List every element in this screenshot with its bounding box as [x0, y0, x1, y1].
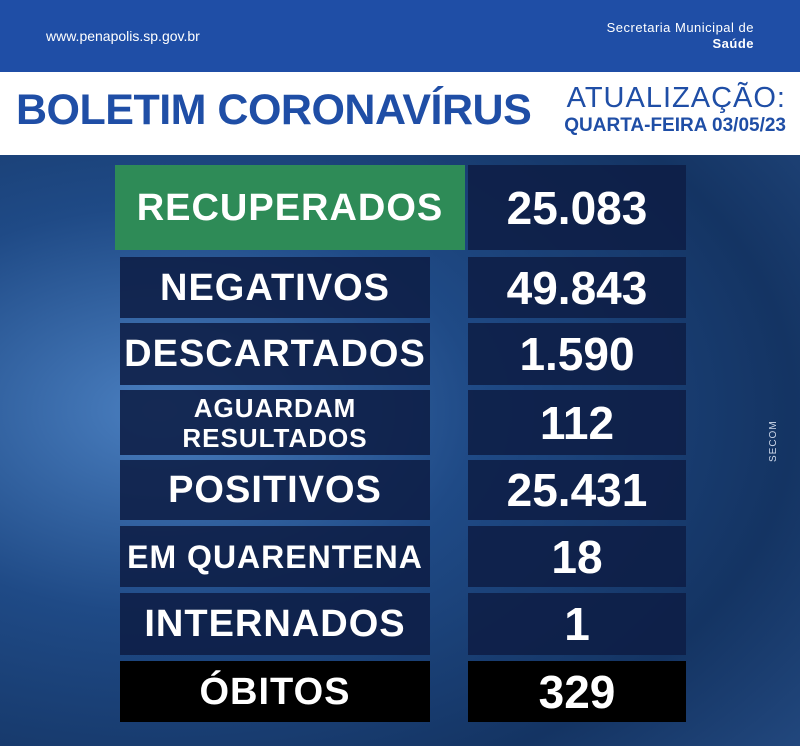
side-text: SECOM [768, 420, 779, 462]
update-date: QUARTA-FEIRA 03/05/23 [564, 115, 786, 136]
label-line: POSITIVOS [168, 469, 382, 511]
row-value: 25.431 [468, 460, 686, 520]
label-line: AGUARDAM [193, 392, 357, 423]
url: www.penapolis.sp.gov.br [46, 28, 200, 44]
row-value: 1.590 [468, 323, 686, 385]
secretaria-text: Secretaria Municipal de [606, 20, 754, 35]
update-label: ATUALIZAÇÃO: [566, 82, 786, 114]
row-label: POSITIVOS [120, 460, 430, 520]
row-value: 49.843 [468, 257, 686, 318]
row-value: 112 [468, 390, 686, 455]
label-line: RESULTADOS [182, 422, 368, 453]
row-label: NEGATIVOS [120, 257, 430, 318]
row-label: ÓBITOS [120, 661, 430, 722]
title: BOLETIM CORONAVÍRUS [16, 86, 532, 134]
label-line: NEGATIVOS [160, 266, 390, 309]
top-bar: www.penapolis.sp.gov.br Secretaria Munic… [0, 0, 800, 72]
row-label: AGUARDAM RESULTADOS [120, 390, 430, 455]
department: Saúde [712, 36, 754, 51]
row-value: 25.083 [468, 165, 686, 250]
row-label: INTERNADOS [120, 593, 430, 655]
row-value: 329 [468, 661, 686, 722]
secretaria: Secretaria Municipal de Saúde [607, 20, 754, 52]
title-band: BOLETIM CORONAVÍRUS ATUALIZAÇÃO: QUARTA-… [0, 72, 800, 155]
row-label: EM QUARENTENA [120, 526, 430, 587]
update: ATUALIZAÇÃO: QUARTA-FEIRA 03/05/23 [564, 82, 786, 137]
row-label: DESCARTADOS [120, 323, 430, 385]
row-value: 18 [468, 526, 686, 587]
label-line: RECUPERADOS [136, 186, 444, 229]
label-line: DESCARTADOS [124, 333, 426, 375]
label-line: INTERNADOS [144, 603, 406, 645]
row-label: RECUPERADOS [115, 165, 465, 250]
row-value: 1 [468, 593, 686, 655]
label-line: ÓBITOS [199, 670, 351, 713]
label-line: EM QUARENTENA [127, 538, 423, 575]
